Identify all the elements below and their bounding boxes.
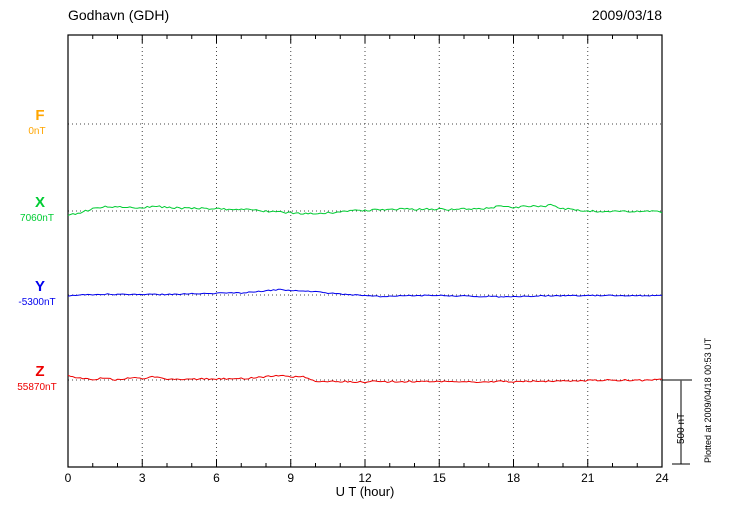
series-label-f: F bbox=[35, 107, 45, 124]
series-label-x: X bbox=[34, 194, 45, 211]
axis-ticks bbox=[67, 35, 663, 467]
x-tick-label-24: 24 bbox=[655, 471, 669, 485]
plotted-at-note: Plotted at 2009/04/18 00:53 UT bbox=[703, 337, 713, 463]
series-label-y: Y bbox=[34, 278, 45, 295]
x-tick-label-15: 15 bbox=[432, 471, 446, 485]
series-label-z: Z bbox=[35, 363, 45, 380]
x-tick-label-6: 6 bbox=[213, 471, 220, 485]
chart-date: 2009/03/18 bbox=[591, 7, 662, 23]
trace-x bbox=[67, 203, 663, 216]
trace-y bbox=[67, 288, 663, 298]
x-tick-label-3: 3 bbox=[138, 471, 146, 485]
x-tick-label-9: 9 bbox=[287, 471, 295, 485]
series-baseline-value-z: 55870nT bbox=[17, 382, 57, 393]
x-axis-title: U T (hour) bbox=[335, 484, 395, 499]
series-baseline-value-y: -5300nT bbox=[18, 297, 56, 308]
x-tick-label-18: 18 bbox=[506, 471, 521, 485]
vertical-gridlines bbox=[141, 35, 589, 467]
x-tick-label-0: 0 bbox=[64, 471, 72, 485]
series-baseline-value-x: 7060nT bbox=[20, 213, 54, 224]
trace-z bbox=[67, 374, 663, 384]
scale-bar-label: 500 nT bbox=[676, 412, 687, 444]
station-title: Godhavn (GDH) bbox=[68, 7, 170, 23]
scale-bar bbox=[662, 379, 692, 465]
x-tick-label-21: 21 bbox=[581, 471, 595, 485]
x-tick-label-12: 12 bbox=[358, 471, 372, 485]
series-baseline-value-f: 0nT bbox=[28, 126, 46, 137]
